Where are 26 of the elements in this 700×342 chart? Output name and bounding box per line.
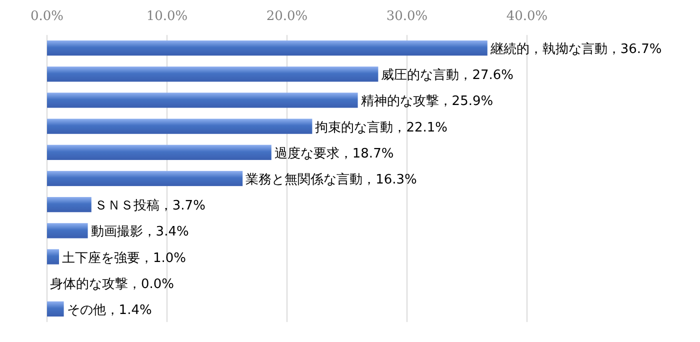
bar <box>47 40 488 56</box>
category-label: 土下座を強要，1.0% <box>62 250 186 266</box>
bar <box>47 144 272 160</box>
x-tick-label: 0.0% <box>30 9 64 24</box>
x-tick-label: 40.0% <box>506 9 548 24</box>
category-label: ＳＮＳ投稿，3.7% <box>94 198 206 214</box>
category-label: 継続的，執拗な言動，36.7% <box>490 42 662 58</box>
category-label: 動画撮影，3.4% <box>90 224 189 240</box>
category-label: 拘束的な言動，22.1% <box>315 120 448 136</box>
category-label: 威圧的な言動，27.6% <box>381 68 514 84</box>
x-tick-label: 20.0% <box>266 9 308 24</box>
bar <box>47 197 92 212</box>
bar <box>47 66 378 82</box>
bar <box>47 170 243 186</box>
category-label: 過度な要求，18.7% <box>274 146 394 162</box>
x-tick-label: 10.0% <box>146 9 188 24</box>
bar <box>47 118 312 134</box>
bar <box>47 223 88 238</box>
category-label: 身体的な攻撃，0.0% <box>50 276 174 292</box>
bar <box>47 249 59 264</box>
bar <box>47 92 358 108</box>
category-label: その他，1.4% <box>66 302 152 318</box>
bar <box>47 301 64 317</box>
category-label: 業務と無関係な言動，16.3% <box>246 172 417 188</box>
category-label: 精神的な攻撃，25.9% <box>360 94 494 110</box>
x-tick-label: 30.0% <box>386 9 428 24</box>
